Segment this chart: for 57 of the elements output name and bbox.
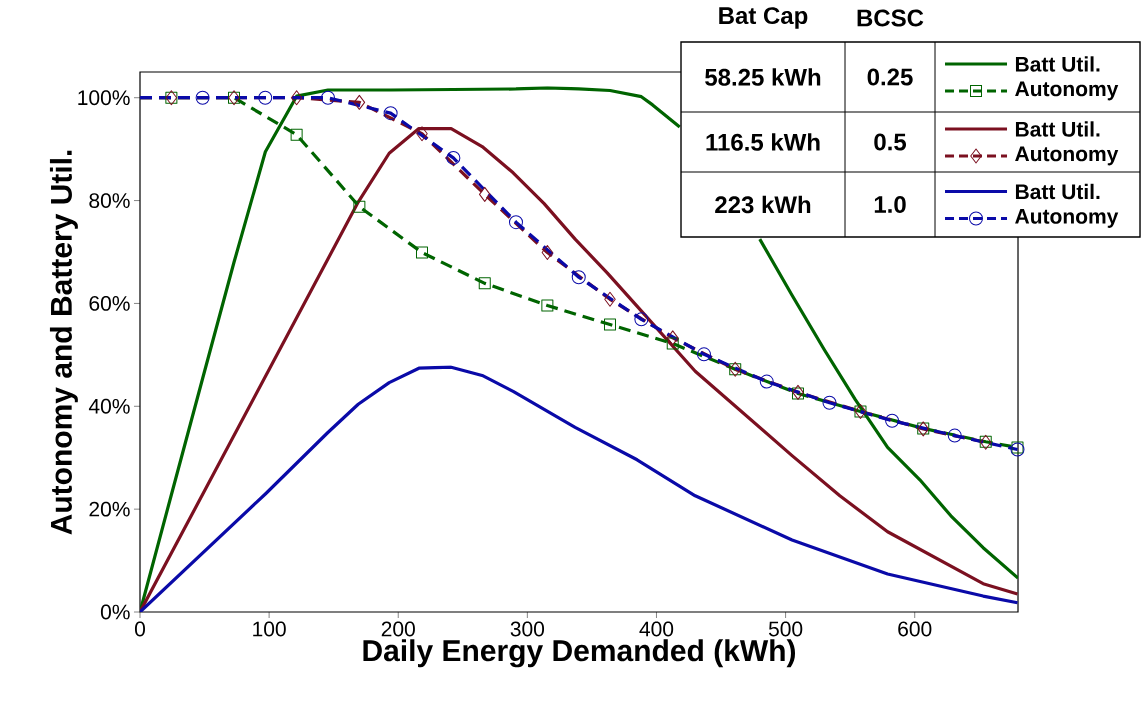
legend-label: Autonomy — [1015, 81, 1119, 101]
point — [353, 94, 366, 110]
point — [353, 200, 366, 213]
point — [822, 395, 837, 410]
annotation: 116.5 kWh — [706, 133, 820, 151]
point — [508, 215, 523, 230]
legend-label: Batt Util. — [1015, 183, 1100, 200]
point — [604, 291, 616, 307]
point — [667, 330, 679, 346]
y-tick-label: 40% — [88, 398, 130, 414]
point — [416, 126, 428, 142]
point — [320, 90, 335, 105]
line-series — [140, 365, 1019, 612]
x-axis-title: Daily Energy Demanded (kWh) — [363, 639, 796, 668]
point — [696, 347, 711, 362]
point — [885, 413, 900, 428]
point — [195, 90, 210, 105]
x-tick-label: 600 — [898, 621, 932, 637]
annotation: 0.5 — [874, 133, 907, 151]
point — [478, 277, 491, 290]
text: BCSC — [857, 9, 924, 27]
x-tick-label: 200 — [381, 621, 415, 637]
point — [947, 428, 962, 443]
y-tick-label: 0% — [100, 604, 130, 620]
point — [759, 374, 774, 389]
point — [290, 128, 303, 141]
point — [603, 318, 616, 331]
point — [479, 186, 491, 202]
annotation: 1.0 — [874, 196, 906, 213]
point — [258, 90, 273, 105]
x-tick-label: 500 — [768, 621, 803, 637]
point — [290, 90, 303, 106]
y-tick-label: 60% — [89, 295, 130, 311]
annotation: 223 kWh — [715, 195, 811, 214]
x-tick-label: 100 — [253, 621, 286, 637]
x-tick-label: 300 — [510, 621, 545, 637]
legend-label: Autonomy — [1015, 209, 1119, 228]
point — [571, 270, 586, 285]
y-axis-title: Autonomy and Battery Util. — [49, 150, 78, 535]
x-tick-label: 400 — [639, 621, 674, 637]
point — [383, 106, 398, 121]
annotation: 58.25 kWh — [705, 68, 821, 86]
text: Bat Cap — [719, 7, 808, 29]
x-tick-label: 0 — [134, 621, 146, 637]
annotation: 0.25 — [867, 68, 913, 86]
point — [634, 312, 649, 327]
point — [446, 150, 461, 165]
point — [415, 246, 428, 259]
point — [666, 337, 679, 350]
point — [541, 245, 554, 261]
legend-label: Batt Util. — [1015, 121, 1100, 137]
y-tick-label: 80% — [89, 193, 130, 208]
y-tick-label: 20% — [89, 501, 130, 517]
y-tick-label: 100% — [78, 90, 130, 106]
point — [541, 299, 554, 312]
legend-label: Autonomy — [1015, 146, 1119, 166]
legend-label: Batt Util. — [1015, 56, 1100, 72]
